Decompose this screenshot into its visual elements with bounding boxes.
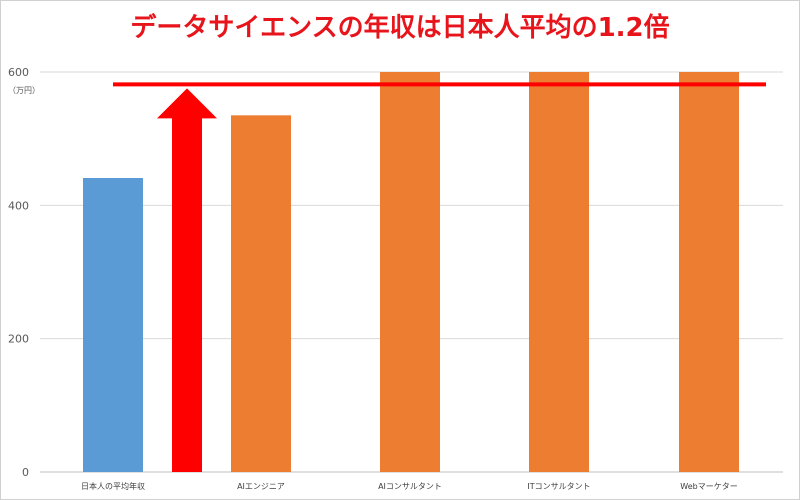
bar-4 — [679, 72, 739, 472]
bar-1 — [231, 115, 291, 472]
up-arrow — [157, 88, 217, 472]
bar-3 — [529, 72, 589, 472]
chart-title: データサイエンスの年収は日本人平均の1.2倍 — [130, 13, 670, 43]
y-tick-label: 600 — [8, 66, 29, 79]
x-category-label: 日本人の平均年収 — [81, 481, 145, 491]
bars — [83, 72, 739, 472]
x-category-label: AIエンジニア — [237, 482, 285, 491]
x-category-label: Webマーケター — [680, 482, 737, 491]
x-category-label: AIコンサルタント — [378, 482, 442, 491]
y-tick-label: 0 — [22, 466, 29, 479]
y-unit-label: （万円） — [8, 86, 40, 95]
annotations — [113, 82, 766, 472]
axis-labels: 0 200 400 600 （万円） 日本人の平均年収 AIエンジニア AIコンサルタント IT… — [8, 66, 738, 491]
bar-0 — [83, 178, 143, 472]
y-tick-label: 200 — [8, 333, 29, 346]
bar-2 — [380, 72, 440, 472]
x-category-label: ITコンサルタント — [527, 482, 590, 491]
y-tick-label: 400 — [8, 199, 29, 212]
